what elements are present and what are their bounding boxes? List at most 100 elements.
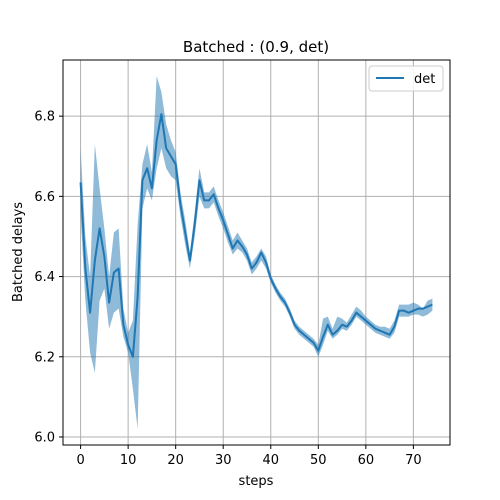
data-point-det xyxy=(294,324,295,325)
data-point-det xyxy=(147,168,148,169)
data-point-det xyxy=(375,328,376,329)
data-point-det xyxy=(389,334,390,335)
x-tick-label: 20 xyxy=(167,453,184,468)
data-point-det xyxy=(213,194,214,195)
x-tick-label: 30 xyxy=(215,453,232,468)
data-point-det xyxy=(318,350,319,351)
data-point-det xyxy=(394,326,395,327)
chart-title: Batched : (0.9, det) xyxy=(183,38,329,56)
confidence-band-det xyxy=(80,76,433,429)
data-point-det xyxy=(94,260,95,261)
data-point-det xyxy=(403,310,404,311)
y-axis-label: Batched delays xyxy=(11,202,26,302)
data-point-det xyxy=(227,234,228,235)
data-point-det xyxy=(80,182,81,183)
data-point-det xyxy=(384,332,385,333)
data-point-det xyxy=(256,262,257,263)
data-point-det xyxy=(356,312,357,313)
data-point-det xyxy=(128,344,129,345)
data-point-det xyxy=(280,296,281,297)
plot-data xyxy=(79,76,433,429)
grid-lines xyxy=(63,60,450,445)
data-point-det xyxy=(85,268,86,269)
data-point-det xyxy=(351,320,352,321)
data-point-det xyxy=(199,180,200,181)
y-tick-label: 6.8 xyxy=(34,110,55,125)
x-tick-label: 60 xyxy=(358,453,375,468)
y-axis-ticks: 6.0 6.2 6.4 6.6 6.8 xyxy=(34,110,63,445)
legend: det xyxy=(368,65,444,92)
legend-label-det: det xyxy=(414,72,435,87)
data-point-det xyxy=(113,272,114,273)
data-point-det xyxy=(166,148,167,149)
data-point-det xyxy=(418,308,419,309)
data-point-det xyxy=(337,330,338,331)
data-point-det xyxy=(218,208,219,209)
data-point-det xyxy=(170,156,171,157)
data-point-det xyxy=(180,204,181,205)
data-point-det xyxy=(156,140,157,141)
x-tick-label: 0 xyxy=(76,453,84,468)
data-point-det xyxy=(132,356,133,357)
data-point-det xyxy=(427,306,428,307)
data-point-det xyxy=(204,200,205,201)
data-point-det xyxy=(422,308,423,309)
data-point-det xyxy=(142,180,143,181)
y-tick-label: 6.4 xyxy=(34,270,55,285)
data-point-det xyxy=(399,310,400,311)
data-point-det xyxy=(361,316,362,317)
data-point-det xyxy=(266,262,267,263)
x-tick-label: 50 xyxy=(310,453,327,468)
data-point-det xyxy=(104,256,105,257)
data-point-det xyxy=(308,338,309,339)
data-point-det xyxy=(285,302,286,303)
y-tick-label: 6.0 xyxy=(34,430,55,445)
data-point-det xyxy=(261,252,262,253)
data-point-det xyxy=(342,324,343,325)
data-point-det xyxy=(370,324,371,325)
data-point-det xyxy=(251,268,252,269)
data-point-det xyxy=(118,268,119,269)
data-point-det xyxy=(323,336,324,337)
data-point-det xyxy=(185,232,186,233)
data-point-det xyxy=(175,164,176,165)
data-point-det xyxy=(346,326,347,327)
data-point-det xyxy=(289,312,290,313)
data-point-det xyxy=(380,330,381,331)
data-point-det xyxy=(365,320,366,321)
data-point-det xyxy=(246,254,247,255)
legend-box xyxy=(368,65,444,92)
y-tick-label: 6.6 xyxy=(34,190,55,205)
x-axis-label: steps xyxy=(239,474,274,489)
data-point-det xyxy=(332,334,333,335)
data-point-det xyxy=(413,310,414,311)
data-point-det xyxy=(275,288,276,289)
data-point-det xyxy=(432,304,433,305)
data-point-det xyxy=(313,342,314,343)
data-point-det xyxy=(242,246,243,247)
x-axis-ticks: 0 10 20 30 40 50 60 70 xyxy=(76,445,422,468)
data-point-det xyxy=(123,324,124,325)
data-point-det xyxy=(223,220,224,221)
data-point-det xyxy=(189,260,190,261)
data-point-det xyxy=(408,312,409,313)
data-point-det xyxy=(194,224,195,225)
data-point-det xyxy=(237,240,238,241)
data-point-det xyxy=(161,114,162,115)
x-tick-label: 10 xyxy=(120,453,137,468)
data-point-det xyxy=(137,296,138,297)
data-point-det xyxy=(304,334,305,335)
data-point-det xyxy=(232,248,233,249)
data-point-det xyxy=(270,278,271,279)
data-point-det xyxy=(299,330,300,331)
x-tick-label: 40 xyxy=(262,453,279,468)
data-point-det xyxy=(99,228,100,229)
data-point-det xyxy=(208,200,209,201)
axes-frame xyxy=(62,59,451,446)
data-point-det xyxy=(327,324,328,325)
series-line-det xyxy=(79,113,433,358)
data-point-det xyxy=(90,312,91,313)
data-point-det xyxy=(151,188,152,189)
x-tick-label: 70 xyxy=(405,453,422,468)
